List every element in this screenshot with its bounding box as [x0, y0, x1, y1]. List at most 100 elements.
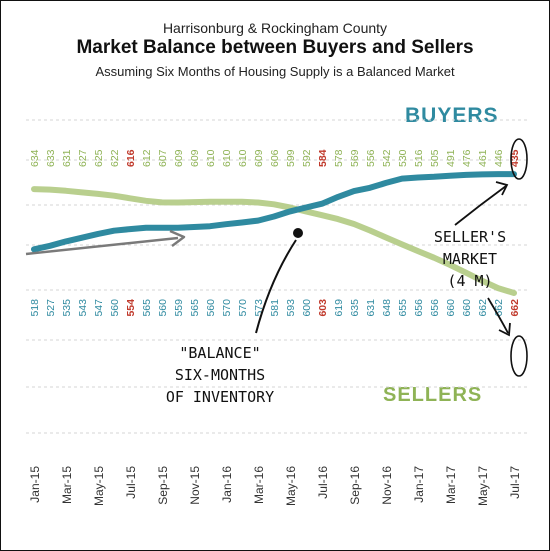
balance-point [293, 228, 303, 238]
data-label-buyers: 560 [205, 299, 217, 317]
data-label-sellers: 627 [77, 149, 89, 167]
x-tick-label: Mar-17 [444, 466, 458, 504]
data-label-sellers: 612 [141, 149, 153, 167]
data-label-sellers: 625 [93, 149, 105, 167]
data-label-buyers: 619 [333, 299, 345, 317]
annotation-line: SIX-MONTHS [174, 366, 266, 384]
data-label-buyers: 547 [93, 299, 105, 317]
x-tick-label: May-16 [284, 466, 298, 506]
data-label-buyers: 570 [221, 299, 233, 317]
data-label-sellers: 516 [413, 149, 425, 167]
chart-subtitle: Assuming Six Months of Housing Supply is… [95, 64, 455, 79]
x-tick-label: Nov-16 [380, 466, 394, 505]
trend-arrow [25, 236, 179, 256]
annotation-arrowhead-buyers [495, 181, 509, 196]
x-tick-label: Jul-17 [508, 466, 522, 499]
data-label-buyers: 655 [397, 299, 409, 317]
data-label-buyers: 662 [509, 299, 521, 317]
series-label-buyers: BUYERS [405, 104, 499, 127]
data-label-sellers: 556 [365, 149, 377, 167]
data-label-sellers: 578 [333, 149, 345, 167]
x-tick-label: Nov-15 [188, 466, 202, 505]
data-label-buyers: 527 [45, 299, 57, 317]
data-label-buyers: 559 [173, 299, 185, 317]
x-tick-label: Sep-16 [348, 466, 362, 505]
data-label-buyers: 593 [285, 299, 297, 317]
series-line-buyers [31, 171, 517, 253]
annotation-line: "BALANCE" [179, 344, 261, 362]
data-label-buyers: 635 [349, 299, 361, 317]
data-label-buyers: 648 [381, 299, 393, 317]
highlight-circle-buyers [510, 138, 528, 180]
annotation-line: MARKET [442, 250, 498, 268]
data-label-buyers: 518 [29, 299, 41, 317]
series-line-sellers [31, 186, 517, 296]
data-label-sellers: 446 [493, 149, 505, 167]
data-label-buyers: 535 [61, 299, 73, 317]
trend-arrow-head [169, 229, 186, 247]
data-label-buyers: 656 [429, 299, 441, 317]
x-tick-label: Jan-15 [28, 466, 42, 503]
data-label-sellers: 610 [205, 149, 217, 167]
annotation-line: (4 M) [447, 272, 493, 290]
x-tick-label: Jan-16 [220, 466, 234, 503]
annotation-sellers-market: SELLER'S MARKET (4 M) [420, 226, 520, 292]
data-label-buyers: 554 [125, 299, 137, 317]
data-label-sellers: 569 [349, 149, 361, 167]
data-label-buyers: 656 [413, 299, 425, 317]
data-label-sellers: 505 [429, 149, 441, 167]
data-label-buyers: 603 [317, 299, 329, 317]
highlight-circle-sellers [510, 335, 528, 377]
data-label-sellers: 634 [29, 149, 41, 167]
data-label-sellers: 461 [477, 149, 489, 167]
annotation-arrow-buyers [454, 185, 507, 226]
x-tick-label: Mar-16 [252, 466, 266, 504]
data-label-buyers: 662 [493, 299, 505, 317]
data-label-buyers: 543 [77, 299, 89, 317]
data-label-buyers: 560 [109, 299, 121, 317]
x-tick-label: Jan-17 [412, 466, 426, 503]
data-label-sellers: 610 [237, 149, 249, 167]
data-label-sellers: 622 [109, 149, 121, 167]
x-tick-label: May-17 [476, 466, 490, 506]
annotation-arrow-sellers [487, 297, 509, 334]
data-label-sellers: 616 [125, 149, 137, 167]
data-label-buyers: 570 [237, 299, 249, 317]
data-label-sellers: 610 [221, 149, 233, 167]
data-label-sellers: 530 [397, 149, 409, 167]
data-label-buyers: 600 [301, 299, 313, 317]
annotation-balance: "BALANCE" SIX-MONTHS OF INVENTORY [140, 342, 300, 408]
x-tick-label: Sep-15 [156, 466, 170, 505]
data-label-sellers: 609 [173, 149, 185, 167]
data-label-buyers: 565 [141, 299, 153, 317]
annotation-line: OF INVENTORY [165, 388, 275, 406]
data-label-buyers: 565 [189, 299, 201, 317]
data-label-sellers: 633 [45, 149, 57, 167]
data-label-sellers: 609 [253, 149, 265, 167]
x-tick-label: May-15 [92, 466, 106, 506]
data-label-buyers: 560 [157, 299, 169, 317]
data-label-sellers: 607 [157, 149, 169, 167]
data-label-buyers: 581 [269, 299, 281, 317]
data-label-buyers: 631 [365, 299, 377, 317]
chart-title: Market Balance between Buyers and Seller… [76, 37, 474, 58]
data-label-buyers: 660 [461, 299, 473, 317]
x-tick-label: Mar-15 [60, 466, 74, 504]
annotation-line: SELLER'S [433, 228, 507, 246]
data-label-sellers: 599 [285, 149, 297, 167]
annotation-arrowhead-sellers [498, 322, 511, 337]
x-tick-label: Jul-16 [316, 466, 330, 499]
chart-supertitle: Harrisonburg & Rockingham County [162, 20, 388, 36]
data-label-buyers: 660 [445, 299, 457, 317]
data-label-sellers: 584 [317, 149, 329, 167]
data-label-sellers: 476 [461, 149, 473, 167]
data-label-sellers: 631 [61, 149, 73, 167]
data-label-sellers: 606 [269, 149, 281, 167]
annotation-arrow-balance [255, 239, 297, 334]
data-label-sellers: 491 [445, 149, 457, 167]
data-label-sellers: 542 [381, 149, 393, 167]
series-label-sellers: SELLERS [383, 384, 483, 406]
data-label-sellers: 592 [301, 149, 313, 167]
